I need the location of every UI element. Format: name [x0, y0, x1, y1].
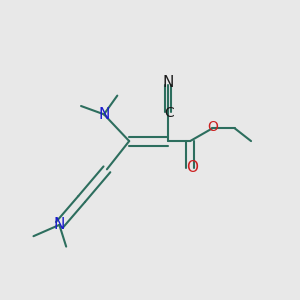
Text: N: N — [98, 107, 110, 122]
Text: O: O — [208, 120, 218, 134]
Text: O: O — [186, 160, 198, 175]
Text: N: N — [54, 218, 65, 232]
Text: C: C — [164, 106, 174, 120]
Text: N: N — [162, 75, 173, 90]
